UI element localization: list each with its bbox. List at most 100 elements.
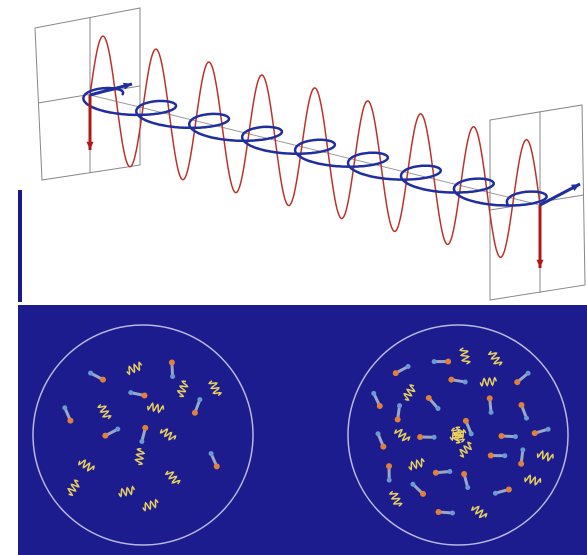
molecule-atom: [141, 392, 148, 399]
molecule-atom: [448, 376, 455, 383]
electric-arrow-head: [536, 259, 544, 268]
photon-squiggle: [97, 403, 112, 420]
photon-squiggle: [536, 449, 554, 462]
molecule-atom: [88, 370, 94, 376]
photon-squiggle: [479, 376, 498, 388]
molecule-atom: [447, 468, 453, 474]
photon-squiggle: [164, 470, 181, 485]
molecule-atom: [128, 390, 134, 396]
molecule-atom: [435, 509, 442, 516]
molecule-atom: [431, 359, 437, 365]
molecule-atom: [445, 358, 452, 365]
photon-squiggle: [142, 498, 159, 512]
molecule-atom: [502, 453, 508, 459]
photon-squiggle: [159, 428, 177, 441]
molecule-atom: [142, 424, 149, 431]
molecule-atom: [191, 409, 198, 416]
left-frame-cross: [37, 85, 141, 104]
molecule-atom: [462, 379, 468, 385]
molecule-atom: [397, 403, 403, 409]
molecule-atom: [392, 370, 399, 377]
molecule-atom: [498, 433, 505, 440]
molecule-atom: [518, 460, 525, 467]
molecule-atom: [461, 470, 468, 477]
molecule-atom: [487, 452, 494, 459]
photon-squiggle: [408, 457, 425, 471]
molecule-atom: [486, 395, 493, 402]
photon-squiggle: [208, 380, 223, 397]
photon-squiggle: [471, 505, 488, 519]
electric-arrow-head: [86, 141, 94, 150]
magnetic-arrow-head: [571, 184, 580, 191]
molecule-atom: [376, 402, 383, 409]
molecule-atom: [139, 438, 145, 444]
photon-squiggle: [147, 402, 165, 414]
right-frame: [489, 104, 586, 301]
molecule-atom: [488, 409, 494, 415]
molecule-atom: [492, 490, 498, 496]
photon-squiggle: [450, 427, 466, 443]
photon-squiggle: [393, 428, 411, 442]
molecule-atom: [394, 416, 401, 423]
molecule-atom: [462, 417, 469, 424]
molecule-atom: [432, 469, 439, 476]
molecule-atom: [62, 405, 68, 411]
molecule-atom: [410, 481, 416, 487]
molecule-atom: [386, 463, 393, 470]
circle-left: [32, 324, 254, 546]
molecule-atom: [208, 451, 214, 457]
photon-squiggle: [67, 479, 80, 496]
photon-squiggle: [176, 380, 189, 398]
molecule-atom: [420, 490, 427, 497]
photon-squiggle: [458, 347, 472, 365]
molecule-atom: [380, 443, 387, 450]
molecule-atom: [67, 417, 74, 424]
side-bar: [18, 190, 22, 302]
magnetic-arrow-head: [123, 82, 132, 90]
photon-squiggle: [459, 441, 473, 458]
wave-diagram: [34, 7, 586, 301]
circle-right: [347, 324, 569, 546]
molecule-atom: [520, 447, 526, 453]
molecule-atom: [512, 434, 518, 440]
molecule-atom: [405, 364, 411, 370]
molecule-atom: [505, 486, 512, 493]
photon-squiggle: [126, 361, 143, 376]
molecule-atom: [115, 426, 121, 432]
photon-squiggle: [78, 459, 95, 472]
molecule-atom: [375, 431, 381, 437]
photon-squiggle: [118, 485, 136, 498]
molecule-atom: [371, 390, 377, 396]
photon-squiggle: [524, 474, 542, 486]
molecule-atom: [425, 394, 432, 401]
molecule-atom: [525, 370, 531, 376]
molecule-atom: [99, 376, 106, 383]
molecule-atom: [465, 485, 471, 491]
electric-field-wave: [89, 35, 541, 259]
molecule-atom: [523, 415, 529, 421]
photon-squiggle: [388, 490, 403, 507]
molecule-atom: [168, 359, 175, 366]
molecule-panel: [18, 305, 587, 555]
molecule-atom: [545, 426, 551, 432]
photon-squiggle: [487, 350, 503, 366]
molecule-atom: [468, 431, 474, 437]
photon-squiggle: [134, 447, 146, 466]
molecule-atom: [435, 405, 441, 411]
molecule-circles: [32, 324, 569, 546]
molecule-atom: [449, 510, 455, 516]
photon-squiggle: [403, 384, 416, 401]
molecule-atom: [197, 397, 203, 403]
molecule-atom: [213, 463, 220, 470]
magnetic-field-wave: [82, 86, 548, 207]
left-frame: [34, 7, 141, 181]
molecule-atom: [518, 402, 525, 409]
molecule-atom: [514, 379, 521, 386]
molecule-atom: [531, 430, 538, 437]
molecule-atom: [102, 432, 109, 439]
molecule-atom: [386, 477, 392, 483]
molecule-atom: [431, 434, 437, 440]
molecule-atom: [170, 373, 176, 379]
